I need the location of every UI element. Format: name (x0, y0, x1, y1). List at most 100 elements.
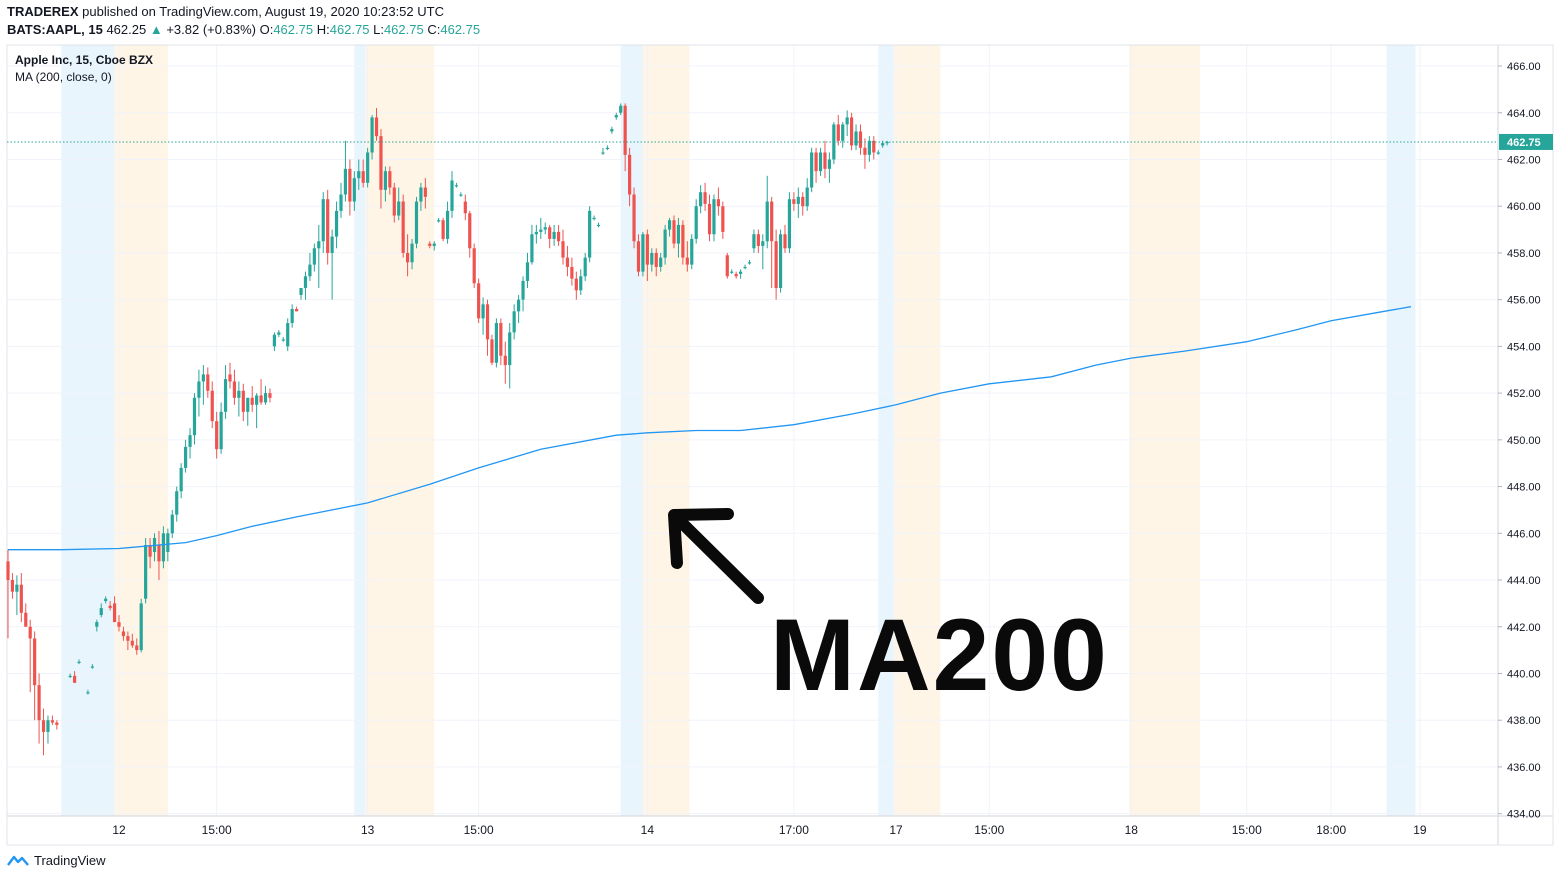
candle-body (228, 374, 232, 382)
candle-up (263, 386, 268, 405)
candle-down (250, 386, 254, 412)
candle-body (850, 117, 854, 146)
candle-up (246, 397, 250, 426)
candle-body (601, 152, 605, 154)
annotation-arrow-head (668, 508, 734, 569)
candle-up (743, 264, 747, 270)
candle-body (596, 224, 601, 227)
candle-body (330, 236, 334, 253)
candle-up (383, 166, 387, 202)
candle-body (281, 339, 285, 341)
candle-body (343, 168, 348, 195)
candle-up (166, 528, 170, 562)
candle-body (539, 229, 543, 232)
candle-body (579, 276, 583, 291)
candle-body (463, 201, 467, 214)
candle-down (756, 229, 760, 253)
candle-body (468, 213, 472, 249)
candle-body (548, 227, 552, 239)
candle-down (157, 530, 161, 581)
candle-body (583, 257, 587, 277)
y-tick-label: 450.00 (1507, 435, 1541, 447)
candle-down (734, 271, 738, 279)
candle-down (645, 229, 649, 281)
candle-down (19, 573, 23, 623)
candle-down (441, 217, 445, 242)
session-band-premarket (354, 45, 366, 816)
instrument-legend[interactable]: Apple Inc, 15, Cboe BZX (15, 53, 154, 67)
candle-body (730, 271, 734, 273)
publisher-name[interactable]: TRADEREX (7, 4, 79, 19)
chart-legend: Apple Inc, 15, Cboe BZX MA (200, close, … (15, 52, 153, 86)
candle-body (561, 241, 565, 258)
candle-up (712, 194, 716, 242)
candle-body (690, 238, 694, 265)
candle-down (774, 229, 778, 300)
candle-up (796, 187, 800, 218)
candle-body (95, 622, 99, 627)
candle-down (556, 224, 561, 246)
candle-down (37, 673, 41, 744)
candle-body (232, 381, 237, 398)
candle-body (410, 243, 414, 263)
candle-up (552, 224, 556, 246)
y-tick-label: 436.00 (1507, 762, 1541, 774)
high-label: H: (316, 22, 330, 37)
candle-body (37, 685, 41, 721)
candle-up (188, 428, 192, 459)
tradingview-brand[interactable]: TradingView (34, 853, 106, 868)
candle-body (787, 199, 792, 249)
y-tick-label: 444.00 (1507, 575, 1541, 587)
candle-down (73, 671, 77, 683)
candle-up (161, 526, 165, 569)
candle-body (863, 147, 867, 155)
candle-body (801, 196, 805, 207)
x-tick-label: 15:00 (1232, 823, 1262, 837)
session-band-premarket (1386, 45, 1416, 816)
candle-up (339, 182, 343, 218)
candle-down (6, 549, 10, 639)
candle-up (330, 229, 334, 300)
candle-up (596, 222, 601, 228)
candle-down (672, 215, 676, 249)
candle-body (175, 491, 179, 515)
candle-body (534, 231, 538, 235)
candle-up (676, 217, 681, 258)
candle-body (383, 171, 387, 190)
candle-body (223, 379, 228, 412)
candle-up (543, 222, 547, 235)
candle-body (86, 692, 90, 694)
candle-up (321, 192, 325, 253)
candle-body (485, 304, 490, 340)
candle-body (414, 201, 419, 244)
ma-legend[interactable]: MA (200, close, 0) (15, 70, 112, 84)
candle-body (108, 605, 112, 609)
candle-down (108, 601, 112, 611)
candle-body (445, 210, 450, 239)
candle-body (841, 124, 845, 141)
candle-down (836, 115, 840, 146)
candle-up (481, 297, 485, 335)
candle-body (707, 203, 712, 235)
candle-body (206, 374, 210, 391)
candle-body (268, 393, 272, 398)
candle-body (441, 220, 445, 239)
candle-up (255, 393, 259, 429)
candle-body (725, 255, 729, 277)
y-tick-label: 448.00 (1507, 482, 1541, 494)
candle-body (854, 131, 858, 146)
candle-up (366, 147, 370, 188)
candle-body (654, 252, 658, 267)
candle-up (414, 196, 419, 249)
candle-body (783, 234, 787, 249)
candle-up (343, 140, 348, 202)
candle-down (654, 248, 658, 277)
candle-up (650, 248, 654, 272)
candle-up (885, 140, 889, 146)
candle-body (6, 561, 10, 581)
candle-body (588, 210, 592, 258)
candle-body (508, 332, 512, 366)
candle-up (445, 201, 450, 244)
candle-body (743, 266, 747, 269)
